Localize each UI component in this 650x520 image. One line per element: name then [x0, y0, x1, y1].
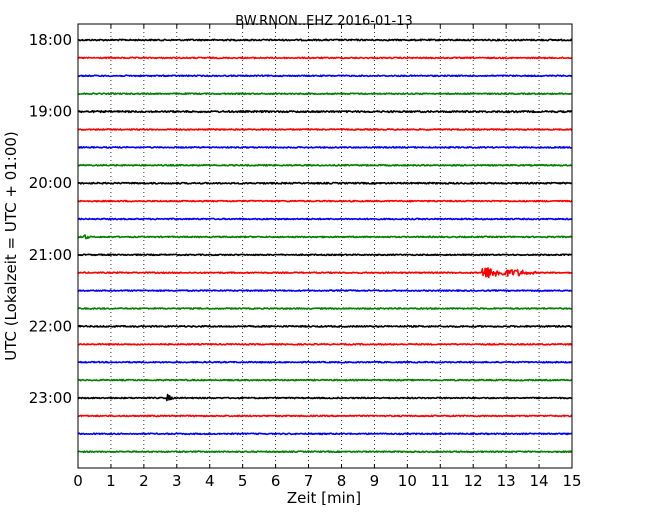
- trace-line: [77, 110, 573, 114]
- trace-line: [77, 289, 573, 293]
- trace-line: [77, 267, 573, 279]
- x-tick-label: 15: [562, 472, 581, 490]
- trace-line: [77, 360, 573, 364]
- trace-line: [77, 56, 573, 60]
- trace-line: [77, 234, 573, 240]
- trace-line: [77, 128, 573, 131]
- x-tick-label: 3: [172, 472, 182, 490]
- x-tick-label: 8: [337, 472, 347, 490]
- trace-line: [77, 146, 573, 149]
- y-tick-label: 22:00: [29, 317, 72, 335]
- trace-line: [77, 253, 573, 257]
- trace-line: [77, 163, 573, 167]
- axis-ticks: 0 1 2 3 4 5 6 7 8 9 10 11 12 13 14 1518:0019:0020:0021:…: [29, 24, 582, 490]
- x-tick-label: 11: [431, 472, 450, 490]
- chart-title: BW.RNON..EHZ 2016-01-13: [235, 14, 413, 29]
- x-tick-label: 12: [464, 472, 483, 490]
- y-axis-label: UTC (Lokalzeit = UTC + 01:00): [2, 131, 20, 361]
- trace-line: [77, 199, 573, 203]
- x-tick-label: 6: [271, 472, 281, 490]
- y-tick-label: 18:00: [29, 31, 72, 49]
- trace-line: [77, 217, 573, 221]
- trace-line: [77, 181, 573, 185]
- x-tick-label: 2: [139, 472, 149, 490]
- x-tick-label: 5: [238, 472, 248, 490]
- y-tick-label: 19:00: [29, 103, 72, 121]
- trace-line: [77, 92, 573, 96]
- x-tick-label: 10: [398, 472, 417, 490]
- y-tick-label: 21:00: [29, 246, 72, 264]
- trace-line: [77, 450, 573, 454]
- trace-line: [77, 414, 573, 418]
- y-tick-label: 23:00: [29, 389, 72, 407]
- trace-line: [77, 342, 573, 346]
- x-tick-label: 9: [370, 472, 380, 490]
- y-tick-label: 20:00: [29, 174, 72, 192]
- x-tick-label: 13: [497, 472, 516, 490]
- x-tick-label: 14: [530, 472, 549, 490]
- trace-line: [77, 393, 573, 402]
- x-tick-label: 4: [205, 472, 215, 490]
- x-tick-label: 0: [73, 472, 83, 490]
- trace-line: [77, 324, 573, 328]
- trace-line: [77, 74, 573, 78]
- x-tick-label: 1: [106, 472, 116, 490]
- x-axis-label: Zeit [min]: [287, 489, 361, 507]
- grid-lines: [110, 24, 540, 468]
- plot-frame: [77, 23, 573, 469]
- trace-line: [77, 38, 573, 42]
- x-tick-label: 7: [304, 472, 314, 490]
- trace-line: [77, 307, 573, 310]
- trace-line: [77, 432, 573, 436]
- trace-group: [77, 38, 573, 454]
- trace-line: [77, 378, 573, 382]
